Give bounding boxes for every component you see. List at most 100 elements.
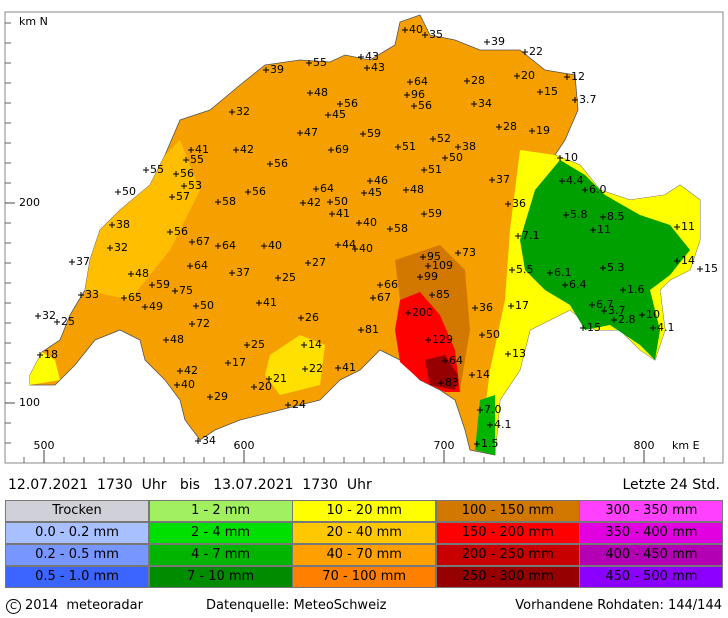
station-marker <box>143 167 149 173</box>
station-marker <box>469 372 475 378</box>
station-marker <box>600 265 606 271</box>
area-lighter <box>85 140 200 300</box>
station-marker <box>263 67 269 73</box>
station-marker <box>425 337 431 343</box>
station-value: 44 <box>342 238 356 251</box>
station-marker <box>78 292 84 298</box>
station-value: 66 <box>384 278 398 291</box>
station-marker <box>477 407 483 413</box>
station-value: 5.3 <box>607 261 625 274</box>
station-marker <box>233 147 239 153</box>
legend-item: 0.5 - 1.0 mm <box>5 566 149 588</box>
legend-item: 20 - 40 mm <box>292 522 437 544</box>
station-value: 35 <box>429 28 443 41</box>
station-value: 21 <box>273 372 287 385</box>
station-marker <box>515 233 521 239</box>
station-value: 14 <box>476 368 490 381</box>
station-value: 1.5 <box>481 437 499 450</box>
span: Letzte 24 Std. <box>622 477 720 493</box>
station-value: 67 <box>377 291 391 304</box>
station-value: 59 <box>428 207 442 220</box>
station-value: 57 <box>176 190 190 203</box>
station-marker <box>244 342 250 348</box>
station-value: 51 <box>428 163 442 176</box>
station-marker <box>589 302 595 308</box>
station-value: 26 <box>305 311 319 324</box>
station-value: 20 <box>521 69 535 82</box>
station-value: 47 <box>304 126 318 139</box>
station-value: 27 <box>312 256 326 269</box>
station-value: 38 <box>462 140 476 153</box>
station-value: 46 <box>374 174 388 187</box>
station-marker <box>356 220 362 226</box>
legend-item: 100 - 150 mm <box>435 500 580 522</box>
legend-item: 250 - 300 mm <box>435 566 580 588</box>
station-marker <box>172 288 178 294</box>
legend-item: 150 - 200 mm <box>435 522 580 544</box>
station-marker <box>121 295 127 301</box>
station-marker <box>509 267 515 273</box>
station-value: 56 <box>274 157 288 170</box>
station-value: 34 <box>478 97 492 110</box>
legend-item: 1 - 2 mm <box>148 500 293 522</box>
station-value: 41 <box>263 296 277 309</box>
legend-item: 400 - 450 mm <box>579 544 724 566</box>
x-tick-label: 700 <box>434 439 455 452</box>
station-value: 42 <box>240 143 254 156</box>
station-marker <box>564 74 570 80</box>
station-value: 40 <box>268 239 282 252</box>
legend-item: 40 - 70 mm <box>292 544 437 566</box>
station-marker <box>305 260 311 266</box>
station-marker <box>352 246 358 252</box>
station-marker <box>537 89 543 95</box>
station-value: 42 <box>307 196 321 209</box>
source: Datenquelle: MeteoSchweiz <box>206 598 387 613</box>
station-value: 43 <box>371 61 385 74</box>
station-marker <box>557 155 563 161</box>
station-value: 37 <box>236 266 250 279</box>
station-value: 6.4 <box>569 278 587 291</box>
station-marker <box>37 352 43 358</box>
station-marker <box>421 211 427 217</box>
station-marker <box>128 271 134 277</box>
station-marker <box>505 201 511 207</box>
station-marker <box>522 49 528 55</box>
station-marker <box>367 178 373 184</box>
station-value: 69 <box>335 143 349 156</box>
station-value: 20 <box>258 380 272 393</box>
station-value: 14 <box>681 254 695 267</box>
station-marker <box>189 321 195 327</box>
station-marker <box>177 368 183 374</box>
station-marker <box>167 229 173 235</box>
station-value: 29 <box>214 390 228 403</box>
station-marker <box>307 90 313 96</box>
station-value: 59 <box>367 127 381 140</box>
station-value: 200 <box>412 306 433 319</box>
station-marker <box>455 250 461 256</box>
station-value: 48 <box>170 333 184 346</box>
station-value: 83 <box>445 376 459 389</box>
station-marker <box>329 211 335 217</box>
station-value: 4.1 <box>494 418 512 431</box>
station-value: 39 <box>491 35 505 48</box>
station-value: 39 <box>270 63 284 76</box>
station-marker <box>358 327 364 333</box>
x-tick-label: 600 <box>234 439 255 452</box>
station-value: 32 <box>236 105 250 118</box>
station-marker <box>674 224 680 230</box>
station-marker <box>489 177 495 183</box>
station-marker <box>149 282 155 288</box>
legend-item: Trocken <box>5 500 149 522</box>
station-marker <box>496 124 502 130</box>
station-value: 25 <box>282 271 296 284</box>
station-value: 28 <box>471 74 485 87</box>
station-marker <box>69 259 75 265</box>
station-value: 55 <box>190 153 204 166</box>
station-value: 41 <box>336 207 350 220</box>
station-value: 6.0 <box>589 183 607 196</box>
station-marker <box>54 319 60 325</box>
station-marker <box>417 274 423 280</box>
area-yellow-s <box>265 335 325 395</box>
station-marker <box>337 101 343 107</box>
station-value: 11 <box>681 220 695 233</box>
